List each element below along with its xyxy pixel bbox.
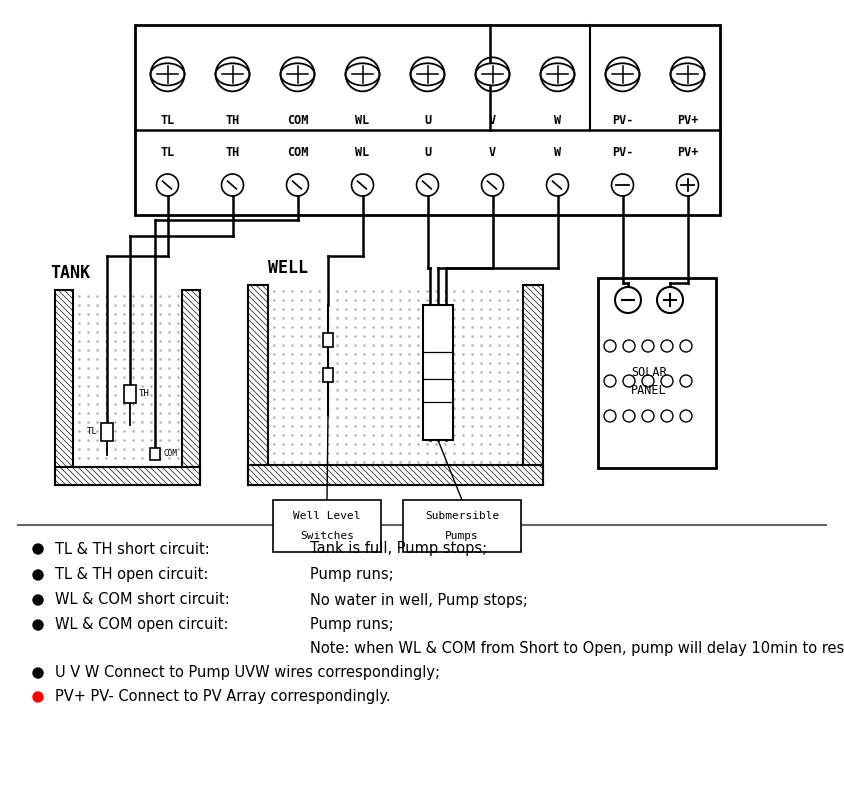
Text: Pumps: Pumps [445,531,479,541]
Circle shape [221,174,244,196]
Ellipse shape [540,63,575,86]
Text: Pump runs;: Pump runs; [310,618,393,633]
Bar [423,305,453,440]
Circle shape [677,174,699,196]
Text: Tank is full, Pump stops;: Tank is full, Pump stops; [310,542,487,557]
Bar [150,448,160,460]
Circle shape [657,287,683,313]
Bar [403,500,521,552]
Bar [135,25,720,215]
Bar [101,423,113,441]
Text: WELL: WELL [268,259,308,277]
Circle shape [33,668,43,678]
Text: WL: WL [355,114,370,126]
Circle shape [156,174,178,196]
Bar [124,385,136,403]
Bar [55,290,73,485]
Text: TH: TH [225,146,240,158]
Circle shape [33,595,43,605]
Text: V: V [489,146,496,158]
Bar [248,465,543,485]
Text: Pump runs;: Pump runs; [310,567,393,582]
Text: TL & TH open circuit:: TL & TH open circuit: [55,567,208,582]
Text: TL & TH short circuit:: TL & TH short circuit: [55,542,210,557]
Circle shape [33,692,43,702]
Text: COM: COM [163,450,177,458]
Text: WL: WL [355,146,370,158]
Text: WL & COM open circuit:: WL & COM open circuit: [55,618,229,633]
Bar [323,368,333,382]
Text: Well Level: Well Level [293,511,360,521]
Bar [323,333,333,347]
Text: No water in well, Pump stops;: No water in well, Pump stops; [310,593,528,607]
Text: PV-: PV- [612,146,633,158]
Bar [268,285,523,465]
Text: TANK: TANK [50,264,90,282]
Ellipse shape [280,63,315,86]
Text: TL: TL [160,114,175,126]
Text: Submersible: Submersible [425,511,499,521]
Bar [523,285,543,485]
Circle shape [33,544,43,554]
Text: SOLAR: SOLAR [631,366,667,379]
Circle shape [286,174,309,196]
Text: PANEL: PANEL [631,385,667,398]
Text: TH: TH [225,114,240,126]
Text: U: U [424,114,431,126]
Text: Note: when WL & COM from Short to Open, pump will delay 10min to restart.: Note: when WL & COM from Short to Open, … [310,641,844,655]
Text: W: W [554,114,561,126]
Circle shape [481,174,504,196]
Circle shape [612,174,634,196]
Ellipse shape [215,63,250,86]
Text: PV+: PV+ [677,114,698,126]
Ellipse shape [475,63,510,86]
Text: WL & COM short circuit:: WL & COM short circuit: [55,593,230,607]
Circle shape [33,570,43,580]
Bar [55,467,200,485]
Text: Switches: Switches [300,531,354,541]
Text: TL: TL [87,427,98,437]
Text: TH: TH [139,390,149,398]
Ellipse shape [670,63,705,86]
Text: TL: TL [160,146,175,158]
Bar [273,500,381,552]
Text: U V W Connect to Pump UVW wires correspondingly;: U V W Connect to Pump UVW wires correspo… [55,666,440,681]
Text: PV+: PV+ [677,146,698,158]
Text: U: U [424,146,431,158]
Circle shape [547,174,569,196]
Text: W: W [554,146,561,158]
Ellipse shape [605,63,640,86]
Bar [248,285,268,485]
Bar [73,290,182,467]
Bar [182,290,200,485]
Text: COM: COM [287,114,308,126]
Ellipse shape [410,63,445,86]
Text: PV-: PV- [612,114,633,126]
Text: PV+ PV- Connect to PV Array correspondingly.: PV+ PV- Connect to PV Array correspondin… [55,690,391,705]
Ellipse shape [150,63,185,86]
Circle shape [351,174,374,196]
Circle shape [33,620,43,630]
Bar [598,278,716,468]
Circle shape [615,287,641,313]
Text: V: V [489,114,496,126]
Ellipse shape [345,63,380,86]
Text: COM: COM [287,146,308,158]
Circle shape [416,174,439,196]
